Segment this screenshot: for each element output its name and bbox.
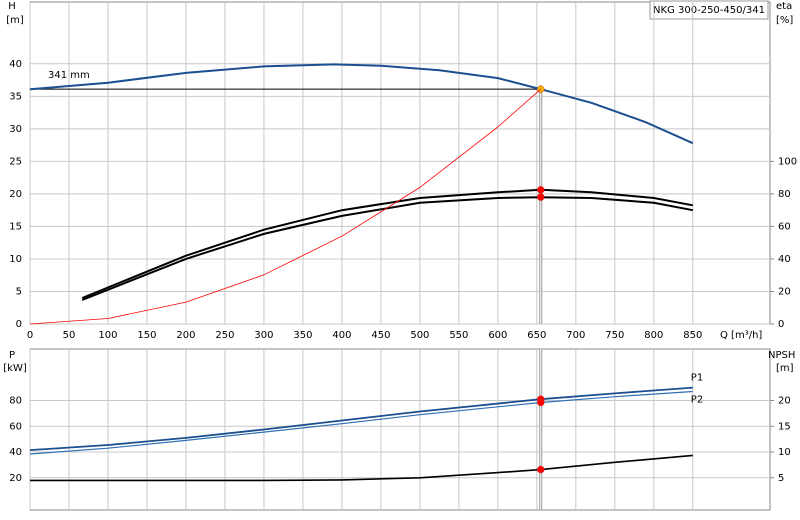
x-tick-label: 550 [449, 330, 468, 341]
series-line [29, 390, 693, 455]
x-tick-label: 600 [488, 330, 507, 341]
y2-tick-label: 10 [778, 447, 791, 458]
y2-tick-label: 20 [778, 286, 791, 297]
series-line [29, 88, 541, 325]
x-tick-label: 400 [332, 330, 351, 341]
x-tick-label: 700 [566, 330, 585, 341]
series-label: 341 mm [48, 70, 90, 81]
x-tick-label: 200 [176, 330, 195, 341]
chart-title: NKG 300-250-450/341 [653, 5, 765, 16]
y-axis-label: P [9, 350, 15, 361]
y-tick-label: 80 [9, 396, 22, 407]
y-tick-label: 20 [9, 473, 22, 484]
x-tick-label: 350 [293, 330, 312, 341]
y-tick-label: 30 [9, 124, 22, 135]
y-tick-label: 5 [16, 286, 22, 297]
x-tick-label: 0 [27, 330, 33, 341]
y2-tick-label: 15 [778, 421, 791, 432]
title-box [649, 0, 769, 20]
y2-tick-label: 100 [778, 156, 797, 167]
y2-axis-label: eta [776, 1, 792, 12]
series-line [29, 386, 693, 451]
y-tick-label: 10 [9, 254, 22, 265]
x-tick-label: 450 [371, 330, 390, 341]
x-tick-label: 750 [605, 330, 624, 341]
x-tick-label: 300 [254, 330, 273, 341]
y2-axis-unit: [%] [776, 15, 793, 26]
y-tick-label: 20 [9, 189, 22, 200]
series-line [29, 63, 694, 145]
y2-tick-label: 0 [778, 319, 784, 330]
x-tick-label: 50 [63, 330, 76, 341]
series-label: P2 [691, 395, 703, 406]
y-axis-unit: [m] [6, 15, 24, 26]
series-line [81, 188, 693, 299]
y-tick-label: 15 [9, 221, 22, 232]
duty-point [536, 465, 545, 474]
series-label: P1 [691, 373, 703, 384]
y-tick-label: 60 [9, 421, 22, 432]
x-tick-label: 150 [137, 330, 156, 341]
y-tick-label: 0 [16, 319, 22, 330]
x-tick-label: 800 [644, 330, 663, 341]
top-plot-frame [29, 1, 771, 325]
y2-tick-label: 60 [778, 221, 791, 232]
bottom-plot-frame [29, 348, 771, 511]
duty-point [536, 193, 545, 201]
y2-tick-label: 80 [778, 189, 791, 200]
series-line [30, 454, 693, 482]
y2-tick-label: 20 [778, 396, 791, 407]
y2-axis-unit: [m] [776, 363, 794, 374]
y-axis-unit: [kW] [3, 363, 27, 374]
y2-axis-label: NPSH [768, 350, 795, 361]
x-tick-label: 500 [410, 330, 429, 341]
y-tick-label: 40 [9, 447, 22, 458]
y-tick-label: 25 [9, 156, 22, 167]
y-tick-label: 40 [9, 59, 22, 70]
y-axis-label: H [8, 1, 16, 12]
y2-tick-label: 5 [778, 473, 784, 484]
x-tick-label: 650 [527, 330, 546, 341]
x-axis-label: Q [m³/h] [720, 330, 762, 341]
x-tick-label: 100 [98, 330, 117, 341]
x-tick-label: 850 [683, 330, 702, 341]
duty-point [536, 398, 545, 407]
y2-tick-label: 40 [778, 254, 791, 265]
duty-point [536, 186, 545, 194]
x-tick-label: 250 [215, 330, 234, 341]
y-tick-label: 35 [9, 91, 22, 102]
series-line [81, 196, 693, 301]
